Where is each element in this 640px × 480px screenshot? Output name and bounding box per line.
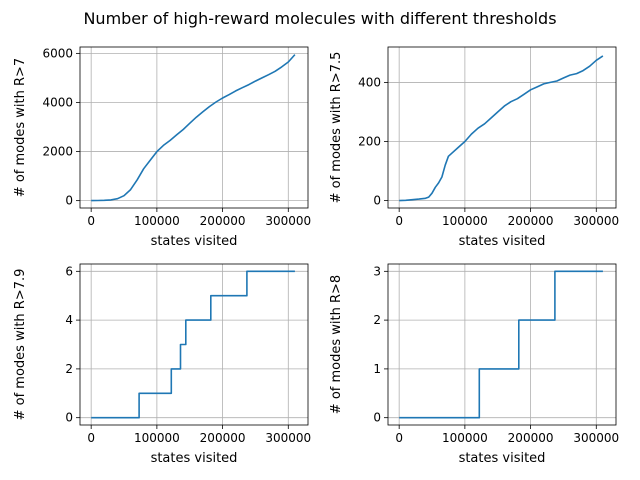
- x-tick-label: 0: [87, 214, 95, 228]
- y-tick-label: 0: [65, 194, 73, 208]
- subplot-4: 0 100000 200000 300000 0 1 2 3 states visited # o…: [329, 263, 619, 466]
- x-tick-label: 0: [395, 214, 403, 228]
- subplot-2: 0 100000 200000 300000 0 200 400 states visited…: [329, 46, 619, 249]
- figure-title: Number of high-reward molecules with dif…: [83, 9, 556, 28]
- y-axis-label: # of modes with R>7.5: [329, 52, 344, 204]
- axes-frame: [387, 263, 617, 426]
- y-tick-label: 0: [373, 411, 381, 425]
- x-tick-label: 300000: [573, 431, 619, 445]
- y-tick-label: 3: [373, 264, 381, 278]
- x-tick-label: 100000: [442, 214, 488, 228]
- y-tick-label: 0: [373, 194, 381, 208]
- x-tick-label: 300000: [573, 214, 619, 228]
- x-axis-label: states visited: [459, 234, 546, 249]
- x-axis-label: states visited: [151, 451, 238, 466]
- x-axis-label: states visited: [459, 451, 546, 466]
- y-axis-label: # of modes with R>8: [329, 275, 344, 414]
- series-line: [399, 55, 604, 202]
- axes-frame: [79, 263, 309, 426]
- x-tick-label: 200000: [200, 431, 246, 445]
- y-tick-label: 2: [65, 362, 73, 376]
- y-axis-label: # of modes with R>7.9: [13, 269, 28, 421]
- y-tick-label: 200: [358, 135, 381, 149]
- x-tick-label: 100000: [442, 431, 488, 445]
- x-tick-label: 100000: [134, 431, 180, 445]
- series-line: [399, 270, 603, 419]
- y-tick-label: 4000: [42, 95, 73, 109]
- x-tick-label: 0: [87, 431, 95, 445]
- subplot-1: 0 100000 200000 300000 0 2000 4000 6000 states v…: [13, 46, 311, 249]
- x-tick-label: 300000: [265, 431, 311, 445]
- y-tick-label: 4: [65, 313, 73, 327]
- axes-frame: [79, 46, 309, 209]
- axes-frame: [387, 46, 617, 209]
- series-line: [91, 54, 296, 202]
- subplot-3: 0 100000 200000 300000 0 2 4 6 states visited # o…: [13, 263, 311, 466]
- x-tick-label: 300000: [265, 214, 311, 228]
- y-tick-label: 6000: [42, 46, 73, 60]
- x-tick-label: 200000: [508, 214, 554, 228]
- y-tick-label: 6: [65, 264, 73, 278]
- y-tick-label: 0: [65, 411, 73, 425]
- x-axis-label: states visited: [151, 234, 238, 249]
- y-tick-label: 2000: [42, 145, 73, 159]
- series-line: [91, 270, 295, 419]
- x-tick-label: 200000: [200, 214, 246, 228]
- y-tick-label: 1: [373, 362, 381, 376]
- y-tick-label: 2: [373, 313, 381, 327]
- x-tick-label: 100000: [134, 214, 180, 228]
- y-tick-label: 400: [358, 75, 381, 89]
- y-axis-label: # of modes with R>7: [13, 58, 28, 197]
- x-tick-label: 200000: [508, 431, 554, 445]
- x-tick-label: 0: [395, 431, 403, 445]
